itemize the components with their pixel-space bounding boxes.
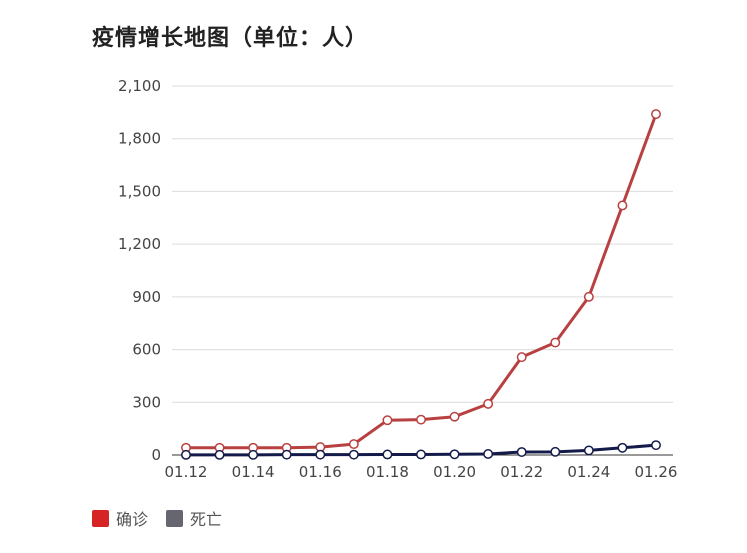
x-tick-label: 01.22 <box>500 463 543 481</box>
x-tick-label: 01.14 <box>232 463 275 481</box>
data-point[interactable] <box>516 352 527 363</box>
data-point[interactable] <box>550 337 561 348</box>
y-tick-label: 900 <box>132 288 161 306</box>
y-tick-label: 0 <box>151 446 161 464</box>
legend-label-deaths: 死亡 <box>190 510 223 529</box>
y-tick-label: 2,100 <box>118 77 161 95</box>
data-point[interactable] <box>617 200 628 211</box>
y-axis-ticks: 0 300 600 900 1,200 1,500 1,800 2,100 <box>118 77 161 464</box>
x-tick-label: 01.20 <box>433 463 476 481</box>
chart-title: 疫情增长地图（单位：人） <box>92 26 369 51</box>
legend-item-confirmed[interactable]: 确诊 <box>92 506 148 530</box>
data-point[interactable] <box>516 447 527 457</box>
data-point[interactable] <box>651 109 661 120</box>
data-point[interactable] <box>483 448 494 459</box>
y-tick-label: 600 <box>132 341 161 359</box>
data-point[interactable] <box>315 449 326 460</box>
data-point[interactable] <box>382 449 393 460</box>
data-point[interactable] <box>214 449 225 460</box>
legend-swatch-deaths <box>166 509 184 527</box>
x-axis-ticks: 01.12 01.14 01.16 01.18 01.20 01.22 01.24 01.26 <box>165 463 678 481</box>
x-tick-label: 01.16 <box>299 463 342 481</box>
x-tick-label: 01.26 <box>635 463 678 481</box>
data-point[interactable] <box>248 449 259 460</box>
series-line <box>184 112 658 450</box>
data-point[interactable] <box>416 414 426 425</box>
data-point[interactable] <box>416 449 426 460</box>
legend-swatch-confirmed <box>92 509 109 527</box>
series-layer <box>181 109 661 460</box>
data-point[interactable] <box>449 449 460 460</box>
data-point[interactable] <box>583 291 594 302</box>
data-point[interactable] <box>348 439 359 450</box>
data-point[interactable] <box>651 440 661 451</box>
y-tick-label: 1,500 <box>118 182 161 200</box>
legend: 确诊 死亡 <box>92 506 222 530</box>
x-tick-label: 01.12 <box>165 463 208 481</box>
series-1 <box>181 440 661 460</box>
x-tick-label: 01.18 <box>366 463 409 481</box>
data-point[interactable] <box>181 449 191 460</box>
legend-label-confirmed: 确诊 <box>116 510 149 529</box>
series-0 <box>181 109 661 453</box>
data-point[interactable] <box>483 398 494 409</box>
y-tick-label: 1,200 <box>118 235 161 253</box>
y-tick-label: 300 <box>132 393 161 411</box>
data-point[interactable] <box>583 445 594 456</box>
data-point[interactable] <box>382 415 393 426</box>
y-tick-label: 1,800 <box>118 130 161 148</box>
gridlines <box>172 85 673 403</box>
legend-item-deaths[interactable]: 死亡 <box>166 506 222 530</box>
data-point[interactable] <box>348 449 359 460</box>
data-point[interactable] <box>449 411 460 422</box>
data-point[interactable] <box>550 446 561 457</box>
data-point[interactable] <box>281 449 292 460</box>
data-point[interactable] <box>617 442 628 453</box>
x-tick-label: 01.24 <box>567 463 610 481</box>
